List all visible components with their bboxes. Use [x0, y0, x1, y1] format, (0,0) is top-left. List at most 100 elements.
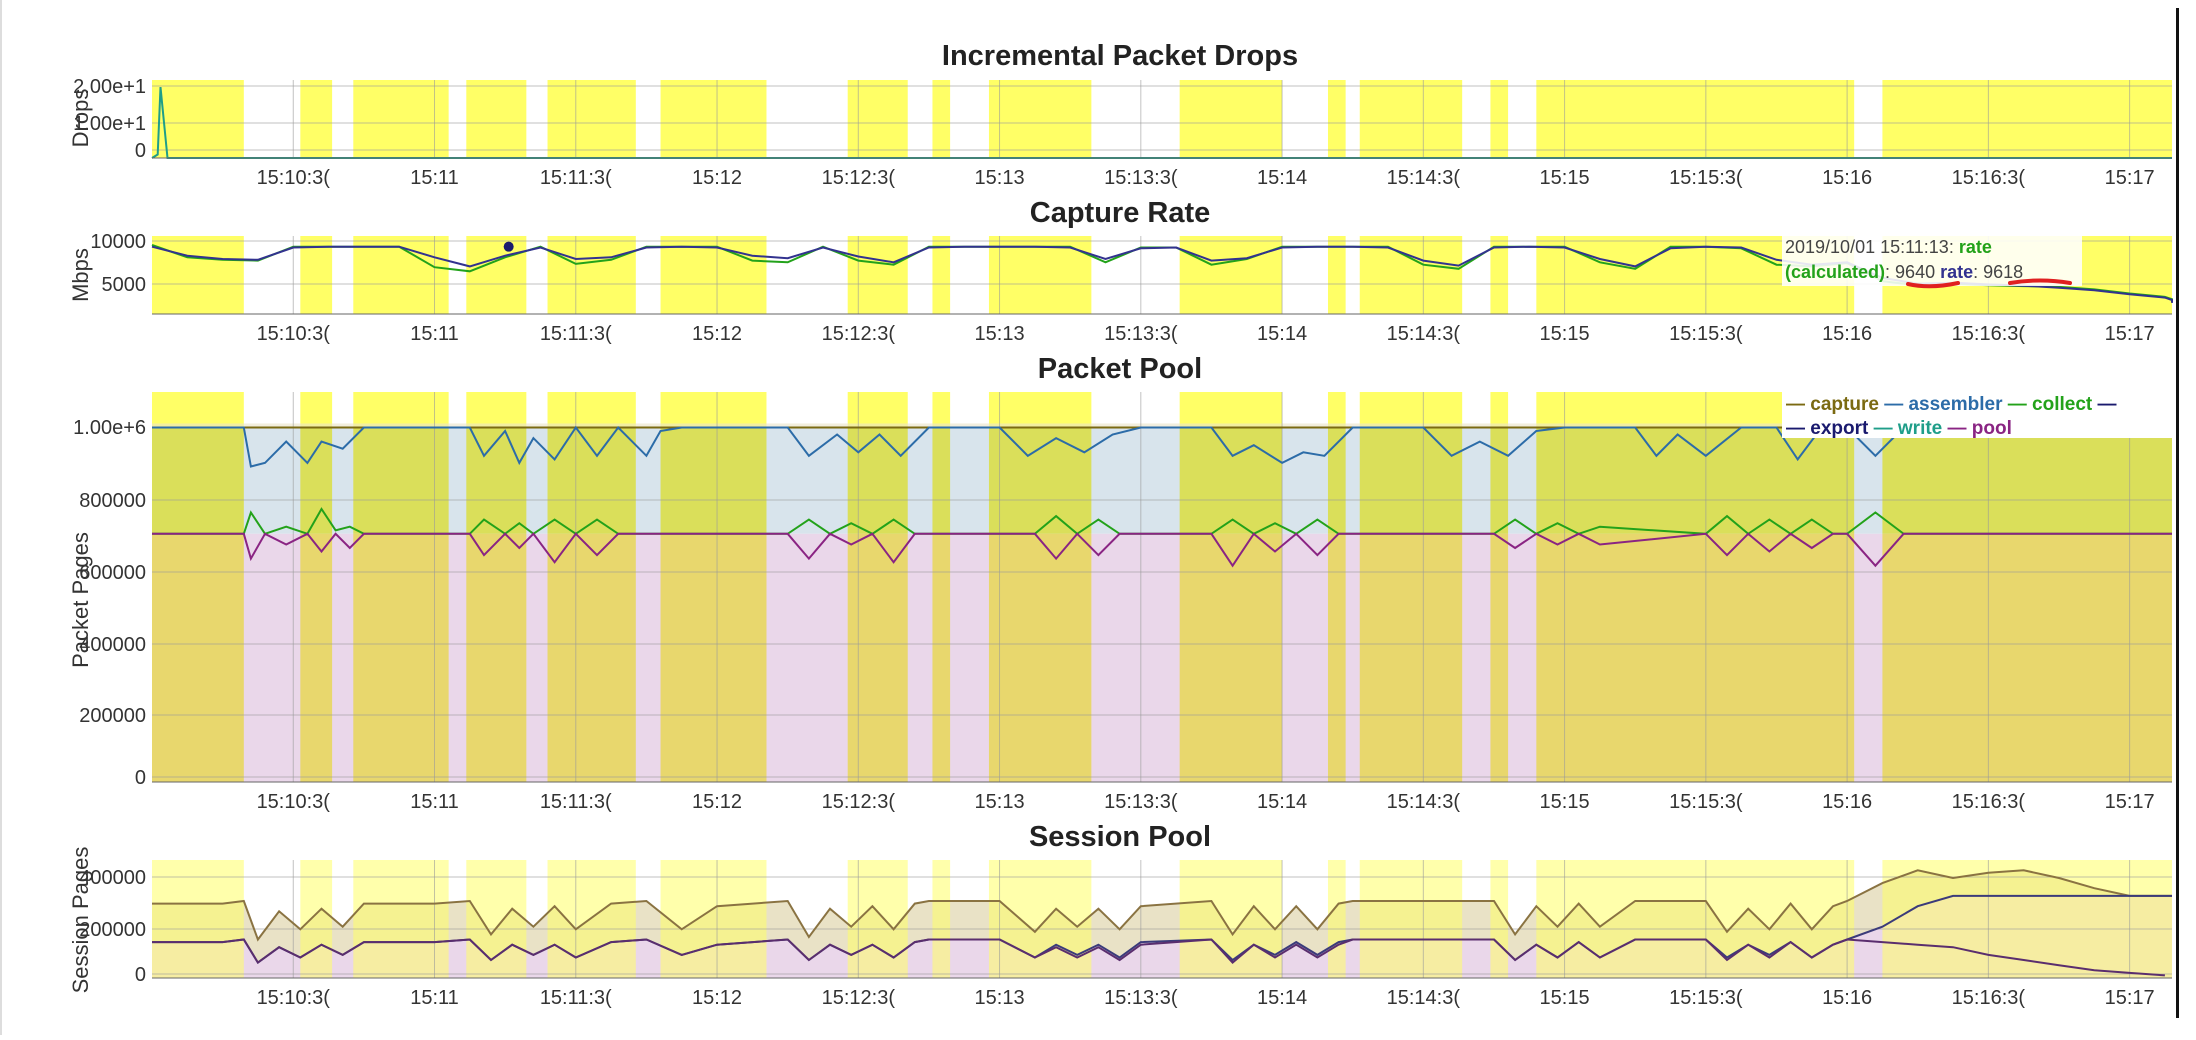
y-axis-label: Mbps	[68, 248, 93, 302]
yellow-band-1	[300, 860, 333, 978]
yellow-band-6	[847, 236, 908, 314]
yellow-band-bot-8	[988, 533, 1092, 782]
yellow-band-bot-2	[353, 533, 449, 782]
yellow-band-top-9	[1179, 392, 1283, 428]
x-tick-label: 15:11	[410, 323, 459, 345]
x-tick-label: 15:15:3(	[1669, 987, 1743, 1009]
x-tick-label: 15:15	[1540, 987, 1590, 1009]
x-tick-label: 15:15:3(	[1669, 791, 1743, 813]
yellow-band-14	[1882, 860, 2172, 978]
series-line-assembler	[152, 425, 2172, 468]
tooltip-value2: 9618	[1983, 262, 2023, 282]
series-line-capture	[152, 869, 2172, 942]
y-tick-label: 10000	[90, 231, 146, 253]
yellow-band-mid-13	[1536, 427, 1855, 534]
yellow-band-11	[1359, 80, 1463, 158]
x-tick-label: 15:10:3(	[257, 167, 331, 189]
legend-item-capture: — capture	[1786, 394, 1884, 415]
yellow-band-bot-3	[466, 533, 527, 782]
yellow-band-7	[932, 236, 951, 314]
yellow-band-3	[466, 860, 527, 978]
legend-box	[1782, 386, 2172, 438]
yellow-band-10	[1327, 860, 1346, 978]
yellow-band-top-6	[847, 392, 908, 428]
legend-item-collect: — collect	[2008, 394, 2098, 415]
tooltip-label2: rate	[1935, 262, 1973, 282]
x-tick-label: 15:12	[692, 987, 742, 1009]
x-tick-label: 15:13:3(	[1104, 167, 1178, 189]
tooltip-value1: 9640	[1895, 262, 1935, 282]
y-tick-label: 600000	[79, 562, 146, 584]
x-tick-label: 15:14:3(	[1387, 323, 1461, 345]
yellow-band-top-7	[932, 392, 951, 428]
x-tick-label: 15:12:3(	[822, 987, 896, 1009]
drops-title: Incremental Packet Drops	[942, 40, 1298, 72]
y-tick-label: 800000	[79, 490, 146, 512]
yellow-band-top-12	[1490, 392, 1509, 428]
yellow-band-5	[660, 860, 767, 978]
yellow-band-mid-11	[1359, 427, 1463, 534]
yellow-band-14	[1882, 80, 2172, 158]
x-tick-label: 15:12	[692, 323, 742, 345]
packetpool-title: Packet Pool	[1038, 353, 1202, 385]
red-underline-1	[1906, 281, 1960, 289]
x-tick-label: 15:16:3(	[1952, 323, 2026, 345]
yellow-band-10	[1327, 236, 1346, 314]
yellow-band-3	[466, 80, 527, 158]
x-tick-label: 15:12:3(	[822, 167, 896, 189]
y-tick-label: 5000	[102, 274, 147, 296]
x-tick-label: 15:13:3(	[1104, 323, 1178, 345]
yellow-band-bot-9	[1179, 533, 1283, 782]
x-tick-label: 15:11	[410, 987, 459, 1009]
legend-item-export: — export	[1786, 418, 1874, 439]
yellow-band-top-1	[300, 392, 333, 428]
legend-row-1: — capture — assembler — collect —	[1786, 394, 2117, 415]
yellow-band-top-4	[547, 392, 636, 428]
tooltip-colon-2: :	[1973, 262, 1983, 282]
yellow-band-13	[1536, 860, 1855, 978]
yellow-band-mid-2	[353, 427, 449, 534]
x-tick-label: 15:16	[1822, 987, 1872, 1009]
yellow-band-mid-0	[152, 427, 244, 534]
yellow-band-11	[1359, 860, 1463, 978]
yellow-band-mid-10	[1327, 427, 1346, 534]
x-tick-label: 15:17	[2105, 987, 2155, 1009]
yellow-band-top-0	[152, 392, 244, 428]
yellow-band-bot-11	[1359, 533, 1463, 782]
x-tick-label: 15:11	[410, 791, 459, 813]
x-tick-label: 15:14:3(	[1387, 167, 1461, 189]
x-tick-label: 15:14	[1257, 791, 1307, 813]
yellow-band-9	[1179, 80, 1283, 158]
panel-capture-rate: Capture Rate 2019/10/01 15:11:13: rate(c…	[68, 197, 2173, 345]
x-tick-label: 15:13	[975, 323, 1025, 345]
y-axis-label: Session Pages	[68, 847, 93, 994]
legend-item-assembler: — assembler	[1884, 394, 2008, 415]
highlight-point	[503, 241, 514, 252]
capture-title: Capture Rate	[1030, 197, 1211, 229]
yellow-band-top-2	[353, 392, 449, 428]
yellow-band-8	[988, 860, 1092, 978]
x-tick-label: 15:13:3(	[1104, 791, 1178, 813]
yellow-band-11	[1359, 236, 1463, 314]
yellow-band-mid-3	[466, 427, 527, 534]
panel-session-pool: Session Pool 15:10:3(15:11 15:11:3(15:12 1…	[68, 821, 2172, 1009]
yellow-band-bot-13	[1536, 533, 1855, 782]
yellow-band-4	[547, 860, 636, 978]
x-tick-label: 15:16:3(	[1952, 791, 2026, 813]
y-tick-label: 2.00e+1	[73, 76, 146, 98]
legend-item-write: — write	[1874, 418, 1948, 439]
yellow-band-bot-4	[547, 533, 636, 782]
plot-background	[152, 80, 2172, 158]
yellow-band-12	[1490, 236, 1509, 314]
x-tick-label: 15:12	[692, 167, 742, 189]
yellow-band-3	[466, 236, 527, 314]
yellow-band-top-10	[1327, 392, 1346, 428]
x-tick-label: 15:13:3(	[1104, 987, 1178, 1009]
x-tick-label: 15:11:3(	[540, 167, 612, 189]
yellow-band-4	[547, 80, 636, 158]
yellow-band-13	[1536, 80, 1855, 158]
yellow-band-2	[353, 80, 449, 158]
x-tick-label: 15:17	[2105, 323, 2155, 345]
tooltip-line-2: (calculated): 9640 rate: 9618	[1785, 262, 2023, 282]
x-tick-label: 15:15	[1540, 791, 1590, 813]
